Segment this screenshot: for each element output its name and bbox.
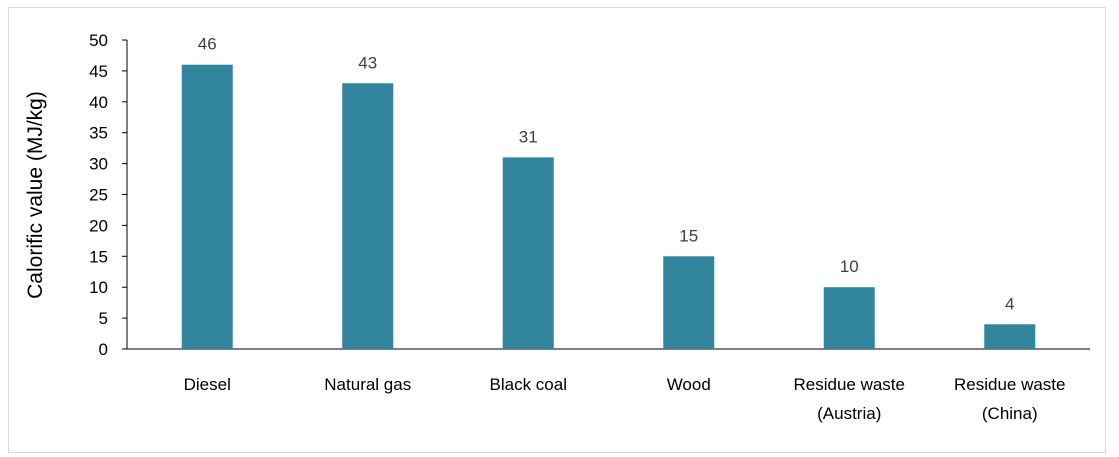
category-label: (China) [982, 404, 1038, 423]
bar [502, 157, 554, 349]
y-tick-label: 30 [89, 155, 108, 174]
y-tick-label: 35 [89, 124, 108, 143]
category-label: Wood [667, 375, 711, 394]
y-tick-label: 5 [99, 309, 108, 328]
y-axis-title: Calorific value (MJ/kg) [24, 91, 47, 299]
category-label: (Austria) [817, 404, 881, 423]
y-tick-label: 20 [89, 216, 108, 235]
bar [663, 256, 715, 349]
y-tick-label: 0 [99, 340, 108, 359]
bar [984, 324, 1036, 349]
category-label: Residue waste [954, 375, 1066, 394]
y-axis: 0 5 10 15 20 25 30 35 40 45 50 [89, 31, 128, 359]
y-tick-label: 10 [89, 278, 108, 297]
category-label: Diesel [184, 375, 231, 394]
data-label: 31 [519, 127, 538, 146]
category-label: Natural gas [324, 375, 411, 394]
category-labels: Diesel Natural gas Black coal Wood Residue w… [184, 375, 1066, 423]
y-tick-label: 50 [89, 31, 108, 50]
data-label: 4 [1005, 294, 1014, 313]
data-labels: 46 43 31 15 10 4 [198, 35, 1015, 314]
category-label: Residue waste [793, 375, 905, 394]
data-label: 10 [840, 257, 859, 276]
bar [181, 64, 233, 349]
y-tick-label: 25 [89, 186, 108, 205]
bars [181, 64, 1036, 349]
data-label: 46 [198, 35, 217, 54]
category-label: Black coal [490, 375, 567, 394]
y-tick-label: 40 [89, 93, 108, 112]
bar [342, 83, 394, 349]
data-label: 15 [679, 226, 698, 245]
y-tick-label: 15 [89, 247, 108, 266]
y-tick-label: 45 [89, 62, 108, 81]
data-label: 43 [358, 53, 377, 72]
bar [823, 287, 875, 349]
